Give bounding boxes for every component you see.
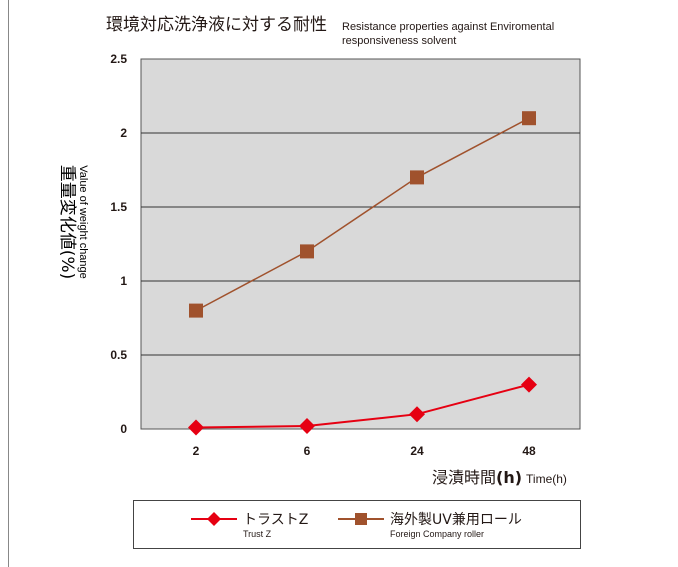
- legend-sublabel-foreign-roller: Foreign Company roller: [390, 529, 485, 539]
- y-tick-label: 2: [120, 126, 127, 140]
- plot-area: [140, 58, 581, 430]
- frame-border: [8, 0, 9, 567]
- x-axis-label: 浸漬時間: [432, 468, 496, 487]
- series-1: [189, 111, 536, 318]
- legend-label-trust-z: トラストZ: [243, 512, 309, 528]
- x-tick-label: 6: [304, 444, 311, 458]
- series-line: [195, 383, 530, 429]
- series-line: [195, 117, 530, 312]
- svg-text:浸漬時間(h)Time(h): 浸漬時間(h) Time(h): [432, 468, 567, 487]
- legend-swatch-trust-z: [191, 512, 237, 526]
- data-point-diamond: [409, 406, 425, 423]
- chart-title-en-line1: Resistance properties against Enviroment…: [342, 21, 554, 33]
- chart-title-en-line2: responsiveness solvent: [342, 35, 456, 47]
- y-axis-label: 重量変化値(%): [57, 165, 77, 279]
- line-chart: 環境対応洗浄液に対する耐性 Resistance properties agai…: [57, 15, 581, 487]
- legend: トラストZ Trust Z 海外製UV兼用ロール Foreign Company…: [133, 500, 581, 549]
- y-tick-label: 2.5: [110, 52, 127, 66]
- data-point-diamond: [188, 419, 204, 436]
- series-0: [188, 376, 537, 436]
- x-tick-label: 48: [522, 444, 536, 458]
- gridlines: [141, 132, 580, 356]
- x-tick-label: 2: [193, 444, 200, 458]
- y-axis-label-en: Value of weight change: [77, 165, 89, 279]
- y-tick-label: 1: [120, 274, 127, 288]
- data-point-diamond: [521, 376, 537, 393]
- series-layer: [188, 111, 537, 436]
- y-tick-label: 0: [120, 422, 127, 436]
- data-point-square: [300, 244, 314, 259]
- data-point-diamond: [299, 418, 315, 435]
- chart-title: 環境対応洗浄液に対する耐性: [106, 15, 327, 35]
- x-axis-label-en: Time(h): [526, 472, 567, 486]
- legend-swatch-foreign-roller: [338, 513, 384, 525]
- y-tick-label: 0.5: [110, 348, 127, 362]
- data-point-square: [410, 170, 424, 185]
- data-point-square: [522, 111, 536, 126]
- data-point-square: [189, 303, 203, 318]
- x-tick-labels: 2 6 24 48: [193, 444, 536, 458]
- y-tick-labels: 0 0.5 1 1.5 2 2.5: [110, 52, 127, 436]
- legend-sublabel-trust-z: Trust Z: [243, 529, 272, 539]
- y-tick-label: 1.5: [110, 200, 127, 214]
- legend-label-foreign-roller: 海外製UV兼用ロール: [390, 512, 522, 528]
- x-tick-label: 24: [410, 444, 424, 458]
- x-axis-unit: (h): [496, 468, 522, 487]
